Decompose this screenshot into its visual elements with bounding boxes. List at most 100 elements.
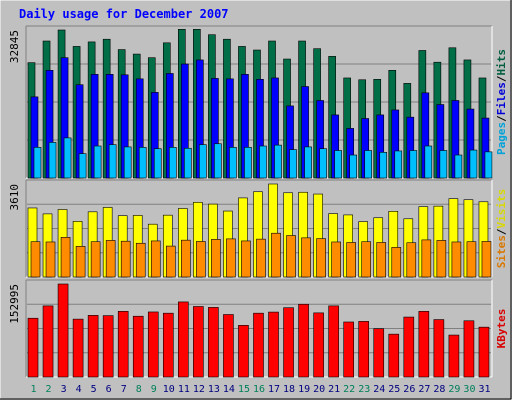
- bar-sites-18: [286, 235, 296, 278]
- bar-pages-18: [289, 149, 297, 179]
- bar-sites-13: [211, 239, 221, 278]
- x-tick-label: 2: [46, 384, 52, 395]
- x-tick-label: 5: [91, 384, 97, 395]
- bar-sites-20: [316, 238, 326, 278]
- bar-sites-29: [451, 241, 462, 278]
- bar-kbytes-24: [373, 328, 385, 378]
- bar-kbytes-5: [87, 315, 99, 378]
- bar-pages-26: [409, 150, 418, 179]
- x-axis-ticks: 1 2 3 4 5 6 7 8 9 10 11 12 13 14 15 16 17 18 19 20 21 22 23 24 2…: [31, 384, 491, 395]
- bar-pages-5: [93, 145, 102, 179]
- x-tick-label: 15: [238, 384, 250, 395]
- bar-sites-3: [60, 237, 71, 278]
- bar-kbytes-31: [478, 326, 490, 378]
- bar-sites-27: [421, 239, 432, 278]
- x-tick-label: 3: [61, 384, 67, 395]
- x-tick-label: 20: [313, 384, 325, 395]
- bar-kbytes-23: [358, 321, 370, 378]
- x-tick-label: 17: [268, 384, 280, 395]
- bar-pages-3: [63, 137, 72, 179]
- panels-group: 32845Pages/Files/Hits3610Sites/Visits152…: [8, 25, 508, 378]
- x-tick-label: 8: [136, 384, 142, 395]
- bar-sites-17: [271, 232, 281, 278]
- bar-pages-13: [214, 143, 222, 179]
- legend-kbytes: KBytes: [495, 309, 508, 349]
- x-tick-label: 27: [418, 384, 430, 395]
- bar-kbytes-17: [268, 311, 279, 378]
- x-tick-label: 16: [253, 384, 265, 395]
- bar-kbytes-8: [132, 315, 144, 378]
- y-axis-max-label: 152995: [8, 284, 21, 324]
- bar-pages-15: [244, 147, 252, 179]
- bar-pages-19: [304, 146, 312, 179]
- bar-kbytes-22: [343, 321, 354, 378]
- bar-sites-26: [406, 242, 417, 278]
- x-tick-label: 21: [328, 384, 340, 395]
- x-tick-label: 13: [208, 384, 220, 395]
- bar-pages-24: [379, 152, 388, 179]
- bar-sites-28: [436, 240, 447, 278]
- bar-kbytes-25: [388, 333, 400, 378]
- bar-pages-28: [439, 150, 448, 179]
- bar-kbytes-3: [57, 283, 69, 378]
- bar-pages-1: [33, 147, 42, 179]
- legend-entry: Sites: [495, 235, 508, 268]
- bar-kbytes-1: [27, 317, 39, 378]
- bar-kbytes-9: [147, 311, 159, 378]
- bar-sites-5: [90, 241, 101, 278]
- legend-entry: Hits: [495, 49, 508, 76]
- bar-kbytes-20: [313, 312, 324, 378]
- bar-pages-4: [78, 153, 87, 179]
- bar-kbytes-14: [223, 314, 234, 378]
- bar-sites-6: [105, 240, 116, 278]
- bar-sites-12: [196, 241, 206, 278]
- bar-kbytes-26: [403, 316, 415, 378]
- bar-pages-20: [319, 148, 327, 179]
- legend-entry: /: [495, 228, 508, 235]
- legend-entry: Files: [495, 82, 508, 115]
- bar-pages-31: [484, 151, 493, 179]
- bar-pages-6: [108, 144, 117, 179]
- bar-sites-10: [165, 245, 176, 278]
- y-axis-max-label: 3610: [8, 184, 21, 211]
- x-tick-label: 28: [433, 384, 445, 395]
- bar-sites-22: [346, 242, 356, 278]
- bar-sites-19: [301, 237, 311, 278]
- bar-kbytes-30: [463, 320, 475, 378]
- x-tick-label: 31: [478, 384, 490, 395]
- x-tick-label: 6: [106, 384, 112, 395]
- x-tick-label: 7: [121, 384, 127, 395]
- bar-sites-21: [331, 241, 341, 278]
- panel-visits-sites: 3610 Sites/Visits: [8, 179, 508, 278]
- bar-kbytes-12: [193, 306, 204, 378]
- chart-title: Daily usage for December 2007: [19, 7, 229, 21]
- bar-kbytes-21: [328, 305, 339, 378]
- bar-sites-16: [256, 238, 266, 278]
- bar-pages-21: [334, 150, 342, 179]
- bar-pages-27: [424, 145, 433, 179]
- legend-entry: Visits: [495, 189, 508, 229]
- bar-kbytes-18: [283, 307, 294, 378]
- bar-sites-1: [30, 241, 41, 278]
- bar-kbytes-7: [117, 311, 129, 378]
- bar-pages-16: [259, 145, 267, 179]
- bar-pages-29: [454, 154, 463, 179]
- legend-hits-files-pages: Pages/Files/Hits: [495, 49, 508, 155]
- bar-sites-15: [241, 240, 251, 278]
- bar-kbytes-29: [448, 334, 460, 378]
- bar-kbytes-27: [418, 311, 430, 378]
- bar-sites-8: [135, 242, 146, 278]
- bar-sites-11: [181, 239, 191, 278]
- x-tick-label: 11: [178, 384, 190, 395]
- bar-sites-9: [150, 240, 161, 278]
- legend-entry: KBytes: [495, 309, 508, 349]
- x-tick-label: 22: [343, 384, 355, 395]
- bar-pages-2: [48, 142, 57, 179]
- bar-sites-23: [361, 241, 372, 278]
- legend-entry: /: [495, 75, 508, 82]
- bar-pages-22: [349, 154, 357, 179]
- x-tick-label: 23: [358, 384, 370, 395]
- bar-pages-11: [184, 147, 192, 179]
- x-tick-label: 9: [151, 384, 157, 395]
